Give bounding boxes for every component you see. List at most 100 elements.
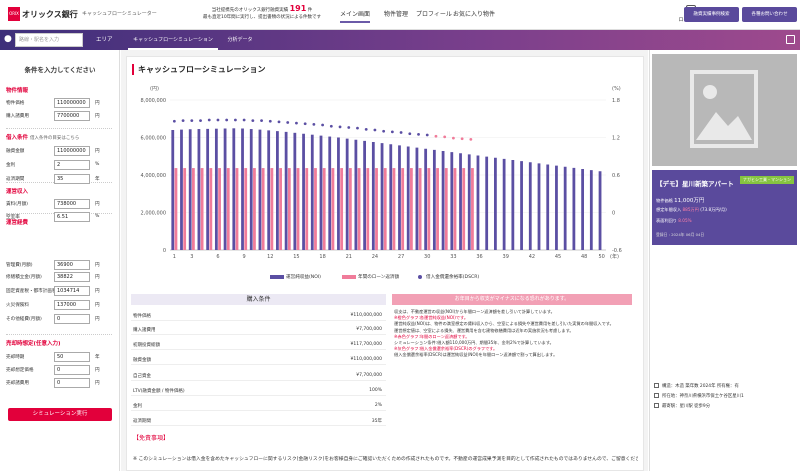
noi-bar xyxy=(363,140,366,250)
dscr-point xyxy=(295,121,298,125)
y2-tick-label: -0.6 xyxy=(612,248,622,254)
y-tick-label: 6,000,000 xyxy=(141,136,166,142)
property-summary[interactable]: ナガヒシ工業・マンション 【デモ】星川新築アパート 物件価格 11,000万円 … xyxy=(652,170,797,245)
contact-button[interactable]: 各種お問い合わせ xyxy=(742,7,797,22)
noi-bar xyxy=(502,158,506,250)
noi-bar xyxy=(572,167,576,250)
field-input[interactable]: 6.51 xyxy=(54,212,90,222)
field-input[interactable]: 38822 xyxy=(54,272,90,282)
noi-bar xyxy=(389,144,393,250)
noi-bar xyxy=(249,129,253,250)
note-line: ※橙色グラフ:各運営純収益(NOI)です。 xyxy=(394,315,469,321)
loan-bar xyxy=(383,168,387,250)
sidebar-field-row: 空室率 6.51% xyxy=(6,212,110,223)
sidebar-field-row: 修繕積立金(月額) 38822 円 xyxy=(6,272,110,283)
field-unit: 円 xyxy=(95,317,100,322)
field-input[interactable]: 7700000 xyxy=(54,111,90,121)
field-input[interactable]: 2 xyxy=(54,160,90,170)
noi-bar xyxy=(511,160,515,250)
loan-bar xyxy=(322,168,326,250)
dscr-point xyxy=(390,130,394,134)
nav-favorites[interactable]: お気に入り物件 xyxy=(453,11,496,18)
y2-tick-label: 1.2 xyxy=(612,136,620,142)
field-unit: 円 xyxy=(95,263,100,268)
field-input[interactable]: 110000000 xyxy=(54,146,90,156)
noi-bar xyxy=(197,129,201,250)
building-icon xyxy=(654,383,659,388)
purchase-key: 物件価格 xyxy=(133,314,151,319)
field-label: その他経費(月額) xyxy=(6,317,42,322)
loan-case-search-button[interactable]: 融資実績事例検索 xyxy=(684,7,739,22)
area-selector[interactable]: エリア xyxy=(96,37,113,43)
nav-property-manage[interactable]: 物件管理 xyxy=(384,11,409,18)
note-line: 収支は、不動産運営の収益(NOI)から年間ローン返済額を差し引いて計算しています… xyxy=(394,309,555,314)
dscr-point xyxy=(242,118,246,122)
disclaimer-text: ※ このシミュレーションは借入金を含めたキャッシュフローに関するリスク(金融リス… xyxy=(133,457,638,462)
noi-bar xyxy=(459,153,462,250)
field-input[interactable]: 137000 xyxy=(54,300,90,310)
dscr-point xyxy=(399,131,403,134)
station-search-input[interactable]: 路線・駅名を入力 xyxy=(15,33,83,47)
field-input[interactable]: 0 xyxy=(54,365,90,375)
section-note-link[interactable]: 借入条件の目安はこちら xyxy=(29,136,80,141)
bank-logo[interactable]: ORIX オリックス銀行 xyxy=(8,6,78,24)
run-simulation-button[interactable]: シミュレーション実行 xyxy=(8,408,112,421)
purchase-value: ¥117,700,000 xyxy=(350,342,383,347)
section-label: 売却時想定(任意入力) xyxy=(6,341,61,347)
price-label: 物件価格 xyxy=(656,198,673,203)
purchase-key: 金利 xyxy=(133,404,142,409)
income-note: (73.8万円/月) xyxy=(700,207,727,212)
purchase-value: ¥110,000,000 xyxy=(350,357,383,362)
tab-analysis-data[interactable]: 分析データ xyxy=(227,37,253,43)
field-input[interactable]: 1034714 xyxy=(54,286,90,296)
field-input[interactable]: 738000 xyxy=(54,199,90,209)
noi-bar xyxy=(415,147,419,250)
loan-bar xyxy=(209,168,213,250)
field-input[interactable]: 0 xyxy=(54,314,90,324)
field-input[interactable]: 36900 xyxy=(54,260,90,270)
stat-label: 当社提携先のオリックス銀行融資実績 xyxy=(211,8,289,13)
x-tick-label: 42 xyxy=(529,254,535,260)
purchase-row: LTV(融資金額 / 物件価格) 100% xyxy=(131,385,386,396)
noi-bar xyxy=(450,152,454,250)
loan-bar xyxy=(375,168,378,250)
field-input[interactable]: 0 xyxy=(54,378,90,388)
yield-value: 8.05% xyxy=(678,218,692,223)
noi-bar xyxy=(380,143,384,250)
field-label: 売却時期 xyxy=(6,355,25,360)
tab-cashflow-simulation[interactable]: キャッシュフローシミュレーション xyxy=(128,30,218,50)
noi-bar xyxy=(520,161,523,250)
dscr-point xyxy=(408,132,412,136)
dscr-point xyxy=(225,118,229,122)
loan-bar xyxy=(244,168,248,250)
noi-bar xyxy=(180,129,183,250)
noi-bar xyxy=(528,162,532,250)
dscr-point xyxy=(234,118,237,122)
noi-bar xyxy=(563,166,567,250)
field-input[interactable]: 110000000 xyxy=(54,98,90,108)
field-unit: % xyxy=(95,214,100,219)
noi-bar xyxy=(398,145,401,250)
nav-profile[interactable]: プロフィール xyxy=(416,11,452,18)
purchase-row: 物件価格 ¥110,000,000 xyxy=(131,310,386,321)
dscr-point xyxy=(286,121,290,124)
field-unit: 円 xyxy=(95,275,100,280)
dscr-point xyxy=(434,134,438,138)
simulation-title: キャッシュフローシミュレーション xyxy=(132,64,266,75)
note-line: 借入金償還余裕率(DSCR)は運営純収益(NOI)を年間ローン返済額で割って算出… xyxy=(394,352,558,358)
structure-line: 構造：木造 築年数 2024年 所有権：有 xyxy=(654,383,739,389)
nav-main[interactable]: メイン画面 xyxy=(340,9,371,23)
print-icon[interactable] xyxy=(786,35,795,44)
dscr-point xyxy=(460,137,464,141)
field-input[interactable]: 35 xyxy=(54,174,90,184)
legend-dscr: 借入金償還余裕率(DSCR) xyxy=(418,274,479,280)
field-label: 火災保険料 xyxy=(6,303,29,308)
price-value: 11,000万円 xyxy=(674,198,705,204)
property-photo-placeholder[interactable] xyxy=(652,54,797,166)
section-label: 借入条件 xyxy=(6,135,29,141)
purchase-value: 100% xyxy=(369,388,382,393)
address-line: 所在地：神奈川県横浜市保土ケ谷区星川1 xyxy=(654,393,744,399)
property-type-badge: ナガヒシ工業・マンション xyxy=(740,176,794,184)
field-input[interactable]: 50 xyxy=(54,352,90,362)
warning-banner: お年目から収支がマイナスになる恐れがあります。 xyxy=(392,294,632,305)
